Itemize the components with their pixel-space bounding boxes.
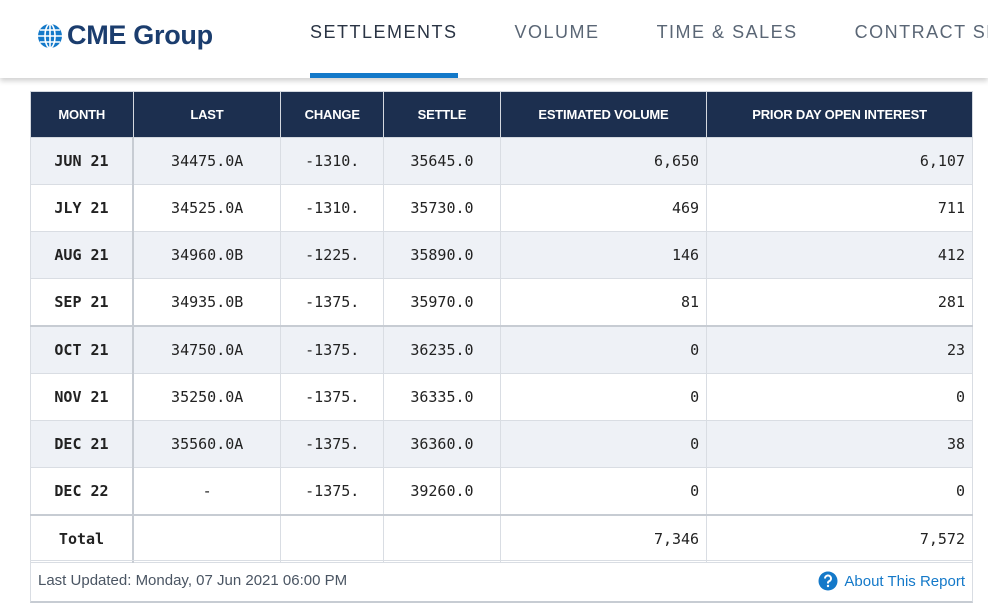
table-cell: AUG 21 [30, 231, 134, 279]
table-cell: 36335.0 [383, 373, 501, 421]
logo-globe [38, 22, 62, 49]
column-header: MONTH [30, 91, 134, 138]
table-cell: 35970.0 [383, 278, 501, 327]
table-cell: 469 [499, 184, 708, 232]
tabs: SETTLEMENTS VOLUME TIME & SALES CONTRACT SP… [310, 0, 988, 78]
table-cell: 0 [499, 420, 708, 468]
empty-cell [280, 514, 385, 563]
table-cell: -1310. [280, 137, 385, 185]
last-updated: Last Updated: Monday, 07 Jun 2021 06:00 … [38, 572, 348, 589]
table-cell: 0 [706, 467, 973, 516]
table-cell: 35890.0 [383, 231, 501, 279]
table-cell: 35250.0A [132, 373, 282, 421]
table-cell: 35560.0A [132, 420, 282, 468]
table-cell: 281 [706, 278, 973, 327]
data-row: DEC 22- -1375. 39260.0 0 0 [30, 467, 973, 516]
table-cell: NOV 21 [30, 373, 134, 421]
table-cell: 34960.0B [132, 231, 282, 279]
column-header: SETTLE [383, 91, 501, 138]
data-row: AUG 21 34960.0B -1225. 35890.0 146 412 [30, 231, 973, 279]
total-row: Total 7,346 7,572 [30, 514, 973, 563]
table-cell: 0 [706, 373, 973, 421]
table-cell: 39260.0 [383, 467, 501, 516]
nav-tab[interactable]: CONTRACT SPEC [854, 22, 988, 42]
table-cell: 0 [499, 467, 708, 516]
data-row: DEC 21 35560.0A -1375. 36360.0 0 38 [30, 420, 973, 468]
data-row: JUN 21 34475.0A -1310. 35645.0 6,650 6,107 [30, 137, 973, 185]
data-row: JLY 21 34525.0A -1310. 35730.0 469 711 [30, 184, 973, 232]
column-header: CHANGE [280, 91, 385, 138]
table-cell: -1310. [280, 184, 385, 232]
table-cell: 38 [706, 420, 973, 468]
table-cell: 146 [499, 231, 708, 279]
table-cell: 35730.0 [383, 184, 501, 232]
table-cell: 23 [706, 325, 973, 374]
table-cell: -1375. [280, 278, 385, 327]
table-cell: - [132, 467, 282, 516]
table-cell: -1375. [280, 325, 385, 374]
settlements-table: MONTH LAST CHANGE SETTLE ESTIMATED VOLUME PRI… [30, 91, 973, 563]
nav-tab[interactable]: VOLUME [514, 22, 600, 42]
table-cell: 36235.0 [383, 325, 501, 374]
table-cell: -1375. [280, 373, 385, 421]
table-cell: 34475.0A [132, 137, 282, 185]
total-volume: 7,346 [499, 514, 708, 563]
total-label: Total [30, 514, 134, 563]
data-row: NOV 21 35250.0A -1375. 36335.0 0 0 [30, 373, 973, 421]
table-cell: 6,107 [706, 137, 973, 185]
table-cell: -1375. [280, 420, 385, 468]
empty-cell [132, 514, 282, 563]
table-footer: Last Updated: Monday, 07 Jun 2021 06:00 … [30, 560, 973, 603]
table-cell: 34935.0B [132, 278, 282, 327]
help-icon [818, 571, 838, 591]
total-open-interest: 7,572 [706, 514, 973, 563]
table-cell: 0 [499, 373, 708, 421]
table-cell: 6,650 [499, 137, 708, 185]
table-cell: DEC 22 [30, 467, 134, 516]
table-cell: OCT 21 [30, 325, 134, 374]
data-row: SEP 21 34935.0B -1375. 35970.0 81 281 [30, 278, 973, 327]
data-row: OCT 21 34750.0A -1375. 36235.0 0 23 [30, 325, 973, 374]
column-header: LAST [132, 91, 282, 138]
table-cell: SEP 21 [30, 278, 134, 327]
table-cell: JLY 21 [30, 184, 134, 232]
empty-cell [383, 514, 501, 563]
table-cell: 0 [499, 325, 708, 374]
nav-tab[interactable]: TIME & SALES [656, 22, 798, 42]
table-cell: 35645.0 [383, 137, 501, 185]
nav-tab[interactable]: SETTLEMENTS [310, 0, 458, 78]
column-header: PRIOR DAY OPEN INTEREST [706, 91, 973, 138]
column-header: ESTIMATED VOLUME [499, 91, 708, 138]
table-cell: 36360.0 [383, 420, 501, 468]
table-cell: 34750.0A [132, 325, 282, 374]
about-text[interactable]: About This Report [844, 572, 965, 590]
header: CME Group SETTLEMENTS VOLUME TIME & SALES C… [0, 0, 988, 78]
table-cell: DEC 21 [30, 420, 134, 468]
table-cell: 34525.0A [132, 184, 282, 232]
table-cell: 711 [706, 184, 973, 232]
logo[interactable]: CME Group [37, 20, 213, 51]
table-cell: JUN 21 [30, 137, 134, 185]
table-cell: -1375. [280, 467, 385, 516]
header-row: MONTH LAST CHANGE SETTLE ESTIMATED VOLUME PRI… [30, 91, 973, 138]
about-link[interactable]: About This Report [818, 571, 965, 591]
logo-text: CME Group [67, 20, 213, 50]
table-cell: 412 [706, 231, 973, 279]
table-cell: -1225. [280, 231, 385, 279]
table-cell: 81 [499, 278, 708, 327]
